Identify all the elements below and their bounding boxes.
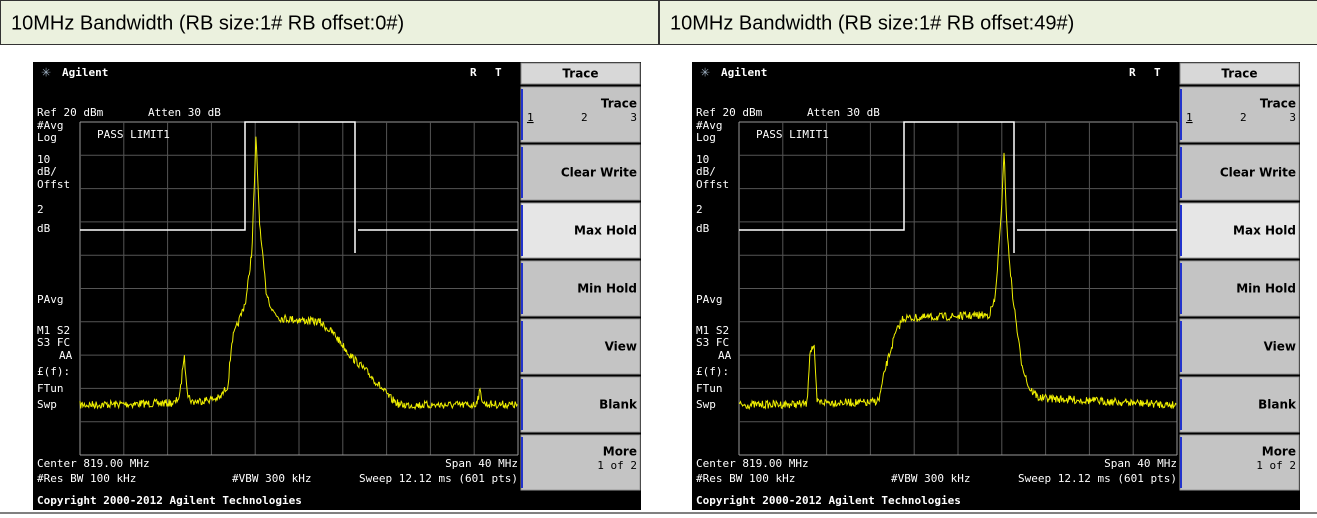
- softkey-label: View: [605, 340, 637, 354]
- softkey-label: Blank: [599, 398, 638, 412]
- attenuation: Atten 30 dB: [148, 106, 221, 119]
- brand-icon: ✳: [700, 66, 710, 80]
- header-text: 10MHz Bandwidth (RB size:1# RB offset:0#…: [11, 12, 404, 34]
- span: Span 40 MHz: [445, 457, 518, 470]
- softkey-label: Blank: [1258, 398, 1297, 412]
- copyright: Copyright 2000-2012 Agilent Technologies: [37, 494, 302, 507]
- header-text: 10MHz Bandwidth (RB size:1# RB offset:49…: [670, 12, 1074, 34]
- span: Span 40 MHz: [1104, 457, 1177, 470]
- side-label: Offst: [37, 178, 70, 191]
- menu-title: Trace: [562, 67, 598, 81]
- brand: Agilent: [721, 66, 767, 79]
- side-label: AA: [59, 349, 73, 362]
- side-label: 2: [696, 203, 703, 216]
- side-label: dB/: [37, 165, 57, 178]
- softkey-label: Clear Write: [1220, 166, 1296, 180]
- side-label: FTun: [37, 382, 64, 395]
- side-label: Log: [696, 131, 716, 144]
- softkey-label: Min Hold: [1236, 282, 1296, 296]
- side-label: Offst: [696, 178, 729, 191]
- side-label: S3 FC: [696, 336, 729, 349]
- softkey-label: Trace: [601, 97, 637, 111]
- side-label: £(f):: [37, 365, 70, 378]
- softkey-sub: 1: [1186, 111, 1193, 124]
- side-label: Log: [37, 131, 57, 144]
- softkey-sub: 2: [581, 111, 588, 124]
- softkey-label: More: [603, 445, 637, 459]
- softkey-label: Trace: [1260, 97, 1296, 111]
- softkey-label: Clear Write: [561, 166, 637, 180]
- page: 10MHz Bandwidth (RB size:1# RB offset:0#…: [0, 0, 1317, 518]
- softkey-sub: 1 of 2: [597, 459, 637, 472]
- attenuation: Atten 30 dB: [807, 106, 880, 119]
- center-frequency: Center 819.00 MHz: [37, 457, 150, 470]
- side-label: Swp: [696, 398, 716, 411]
- softkey-label: Min Hold: [577, 282, 637, 296]
- side-label: S3 FC: [37, 336, 70, 349]
- side-label: dB/: [696, 165, 716, 178]
- side-label: 2: [37, 203, 44, 216]
- brand: Agilent: [62, 66, 108, 79]
- side-label: FTun: [696, 382, 723, 395]
- vbw: #VBW 300 kHz: [891, 472, 970, 485]
- softkey-sub: 3: [630, 111, 637, 124]
- softkey-label: More: [1262, 445, 1296, 459]
- side-label: dB: [696, 222, 710, 235]
- side-label: AA: [718, 349, 732, 362]
- side-label: PAvg: [696, 293, 723, 306]
- softkey-sub: 3: [1289, 111, 1296, 124]
- vbw: #VBW 300 kHz: [232, 472, 311, 485]
- pass-indicator: PASS LIMIT1: [97, 128, 170, 141]
- copyright: Copyright 2000-2012 Agilent Technologies: [696, 494, 961, 507]
- softkey-label: Max Hold: [574, 224, 637, 238]
- softkey-sub: 1: [527, 111, 534, 124]
- menu-title: Trace: [1221, 67, 1257, 81]
- softkey-label: View: [1264, 340, 1296, 354]
- ref-level: Ref 20 dBm: [37, 106, 104, 119]
- side-label: PAvg: [37, 293, 64, 306]
- status-r: R: [470, 66, 477, 79]
- side-label: dB: [37, 222, 51, 235]
- status-r: R: [1129, 66, 1136, 79]
- rbw: #Res BW 100 kHz: [37, 472, 136, 485]
- status-t: T: [495, 66, 502, 79]
- side-label: £(f):: [696, 365, 729, 378]
- sweep: Sweep 12.12 ms (601 pts): [1018, 472, 1177, 485]
- pass-indicator: PASS LIMIT1: [756, 128, 829, 141]
- side-label: Swp: [37, 398, 57, 411]
- sweep: Sweep 12.12 ms (601 pts): [359, 472, 518, 485]
- status-t: T: [1154, 66, 1161, 79]
- brand-icon: ✳: [41, 66, 51, 80]
- center-frequency: Center 819.00 MHz: [696, 457, 809, 470]
- ref-level: Ref 20 dBm: [696, 106, 763, 119]
- softkey-sub: 1 of 2: [1256, 459, 1296, 472]
- softkey-label: Max Hold: [1233, 224, 1296, 238]
- rbw: #Res BW 100 kHz: [696, 472, 795, 485]
- softkey-sub: 2: [1240, 111, 1247, 124]
